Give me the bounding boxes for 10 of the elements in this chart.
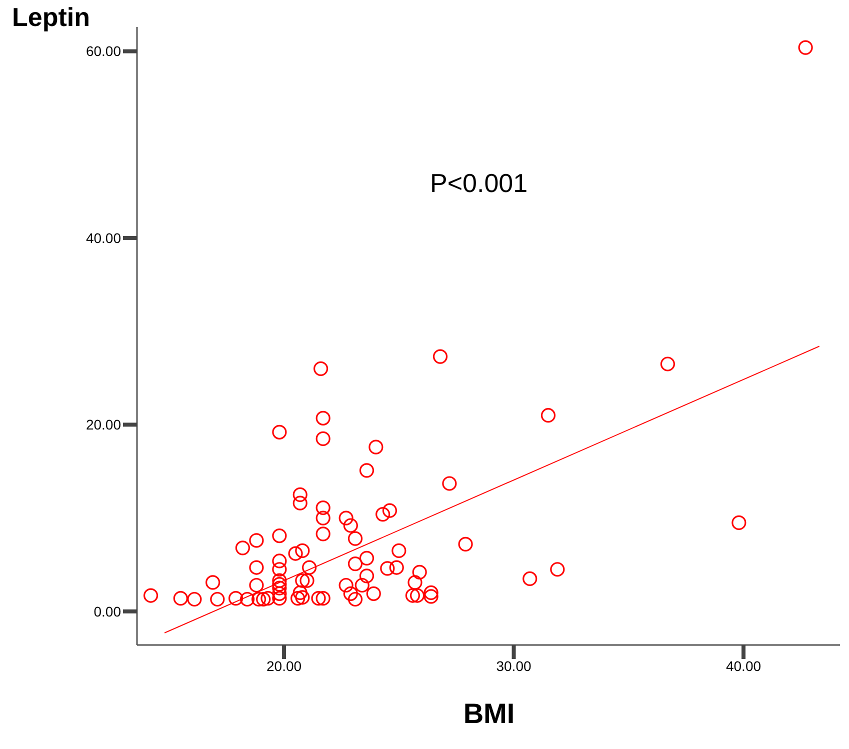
x-axis-title: BMI <box>462 698 516 730</box>
y-tick-label: 0.00 <box>94 603 122 620</box>
y-axis-title: Leptin <box>12 2 90 33</box>
annotation: P<0.001 <box>430 168 528 199</box>
y-tick-label: 20.00 <box>86 416 122 433</box>
x-tick-label: 20.00 <box>266 658 302 674</box>
x-tick-label: 40.00 <box>726 658 762 674</box>
y-tick-label: 40.00 <box>86 230 122 246</box>
x-tick-label: 30.00 <box>496 658 532 674</box>
y-tick-label: 60.00 <box>86 43 122 60</box>
